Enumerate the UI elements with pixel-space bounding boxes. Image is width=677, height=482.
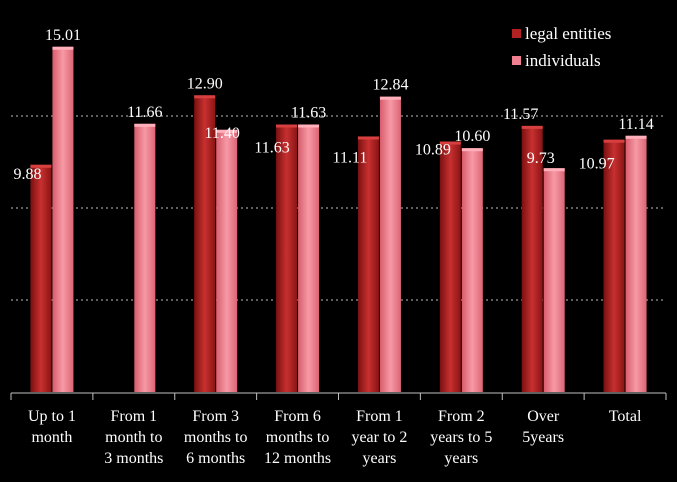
bar-legal-entities (603, 139, 625, 392)
data-label: 10.60 (454, 128, 490, 145)
legend-label-legal-entities: legal entities (525, 24, 612, 43)
data-labels: 9.88 15.01 11.66 12.90 11.40 11.63 11.63 11.11 1… (13, 27, 653, 183)
data-label: 9.73 (527, 150, 555, 167)
x-tick-label: From 1 (356, 408, 403, 425)
x-tick-label: Over (527, 408, 560, 425)
bar-individuals (461, 148, 483, 392)
x-tick-label: month to (105, 429, 162, 446)
x-axis: Up to 1 month From 1 month to 3 months From 3… (10, 392, 667, 467)
bar-cap (379, 96, 401, 100)
bar-legal-entities (30, 164, 52, 392)
data-label: 10.97 (579, 156, 615, 173)
bar-individuals (379, 96, 401, 393)
bar-individuals (52, 46, 74, 393)
bar-individuals (543, 168, 565, 392)
data-label: 10.89 (415, 142, 451, 159)
legend-item-individuals: individuals (512, 51, 601, 71)
bar-legal-entities (194, 95, 216, 393)
bar-legal-entities (521, 125, 543, 392)
x-tick-label: 3 months (104, 450, 163, 467)
x-tick-label: 5years (522, 429, 564, 446)
bar-legal-entities (439, 141, 461, 392)
bar-cap (298, 124, 320, 128)
bar-legal-entities (276, 124, 298, 392)
x-tick-label: Up to 1 (28, 408, 76, 425)
x-tick-label: 6 months (186, 450, 245, 467)
data-label: 15.01 (45, 27, 81, 44)
x-tick-label: months to (266, 429, 330, 446)
bar-cap (439, 141, 461, 145)
bars (30, 46, 647, 393)
data-label: 9.88 (13, 166, 41, 183)
data-label: 11.11 (333, 149, 368, 166)
bar-individuals (298, 124, 320, 392)
bar-cap (276, 124, 298, 128)
data-label: 11.40 (204, 125, 239, 142)
x-tick-label: years (444, 450, 478, 467)
data-label: 11.63 (291, 105, 326, 122)
data-label: 11.14 (618, 116, 653, 133)
legend-label-individuals: individuals (525, 51, 601, 70)
data-label: 11.63 (254, 140, 289, 157)
gridlines (11, 115, 666, 301)
x-tick-label: From 2 (438, 408, 485, 425)
bar-cap (603, 139, 625, 143)
x-tick-label: years to 5 (430, 429, 492, 446)
bar-cap (461, 148, 483, 152)
bar-cap (52, 46, 74, 50)
x-tick-label: 12 months (264, 450, 331, 467)
legend-item-legal-entities: legal entities (512, 24, 611, 44)
x-tick-label: month (31, 429, 72, 446)
bar-cap (357, 136, 379, 140)
x-tick-label: Total (609, 408, 642, 425)
x-tick-label: year to 2 (351, 429, 407, 446)
legend-swatch-individuals (512, 56, 521, 65)
x-tick-label: months to (184, 429, 248, 446)
bar-individuals (216, 129, 238, 393)
bar-individuals (134, 123, 156, 392)
x-tick-label: years (363, 450, 397, 467)
legend-swatch-legal-entities (512, 29, 521, 38)
bar-cap (521, 125, 543, 129)
bar-cap (543, 168, 565, 172)
x-tick-label: From 6 (274, 408, 321, 425)
x-tick-label: From 1 (110, 408, 157, 425)
x-tick-label: From 3 (192, 408, 239, 425)
data-label: 11.66 (127, 104, 162, 121)
data-label: 12.84 (372, 77, 408, 94)
bar-legal-entities (357, 136, 379, 392)
bar-cap (134, 123, 156, 127)
data-label: 11.57 (503, 106, 538, 123)
bar-cap (30, 164, 52, 168)
bar-cap (625, 135, 647, 139)
data-label: 12.90 (187, 75, 223, 92)
bar-individuals (625, 135, 647, 392)
bar-cap (216, 129, 238, 133)
bar-cap (194, 95, 216, 99)
